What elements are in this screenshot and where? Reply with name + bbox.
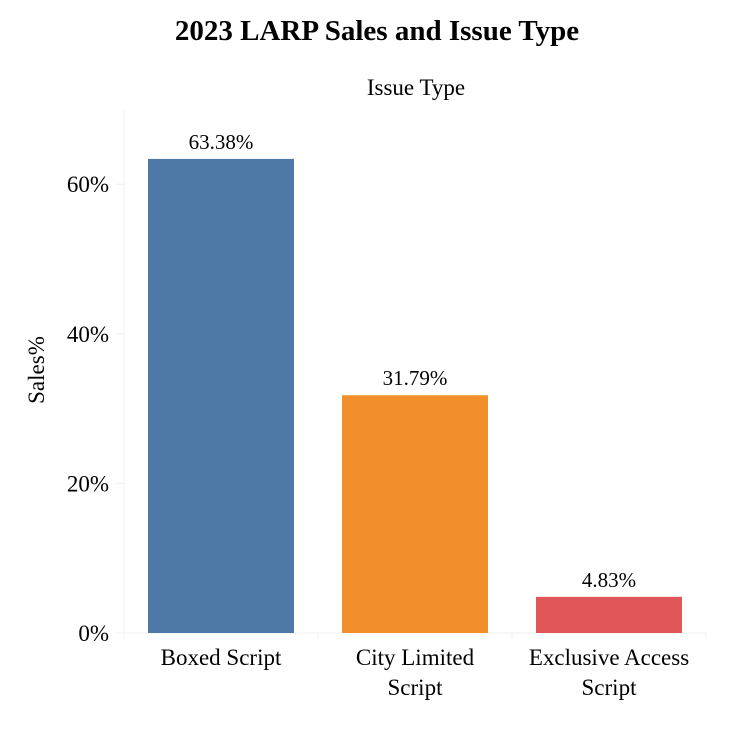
x-tick-label-line: City Limited bbox=[356, 645, 475, 670]
data-label: 63.38% bbox=[189, 130, 254, 154]
x-tick-label-line: Exclusive Access bbox=[529, 645, 689, 670]
y-tick-label: 0% bbox=[78, 621, 109, 646]
y-tick-label: 20% bbox=[67, 471, 109, 496]
y-tick-label: 60% bbox=[67, 172, 109, 197]
bar bbox=[536, 596, 682, 633]
bars bbox=[148, 158, 682, 633]
x-tick-label: Boxed Script bbox=[161, 645, 282, 670]
y-axis-label: Sales% bbox=[24, 336, 49, 404]
data-labels: 63.38% 31.79% 4.83% bbox=[189, 130, 637, 592]
bar bbox=[342, 395, 488, 633]
x-tick-label-line: Script bbox=[582, 675, 638, 700]
x-ticks: Boxed Script City Limited ScriptExclusive … bbox=[161, 645, 690, 700]
y-tick-label: 40% bbox=[67, 322, 109, 347]
x-tick-label-line: Script bbox=[388, 675, 444, 700]
column-header-label: Issue Type bbox=[367, 75, 465, 100]
chart-title: 2023 LARP Sales and Issue Type bbox=[175, 15, 579, 47]
x-tick-label: Exclusive Access Script bbox=[529, 645, 689, 700]
y-ticks: 0% 20% 40% 60% bbox=[67, 172, 124, 646]
x-tick-label-line: Boxed Script bbox=[161, 645, 282, 670]
data-label: 4.83% bbox=[582, 568, 636, 592]
x-tick-label: City Limited Script bbox=[356, 645, 475, 700]
bar bbox=[148, 158, 294, 633]
data-label: 31.79% bbox=[383, 366, 448, 390]
